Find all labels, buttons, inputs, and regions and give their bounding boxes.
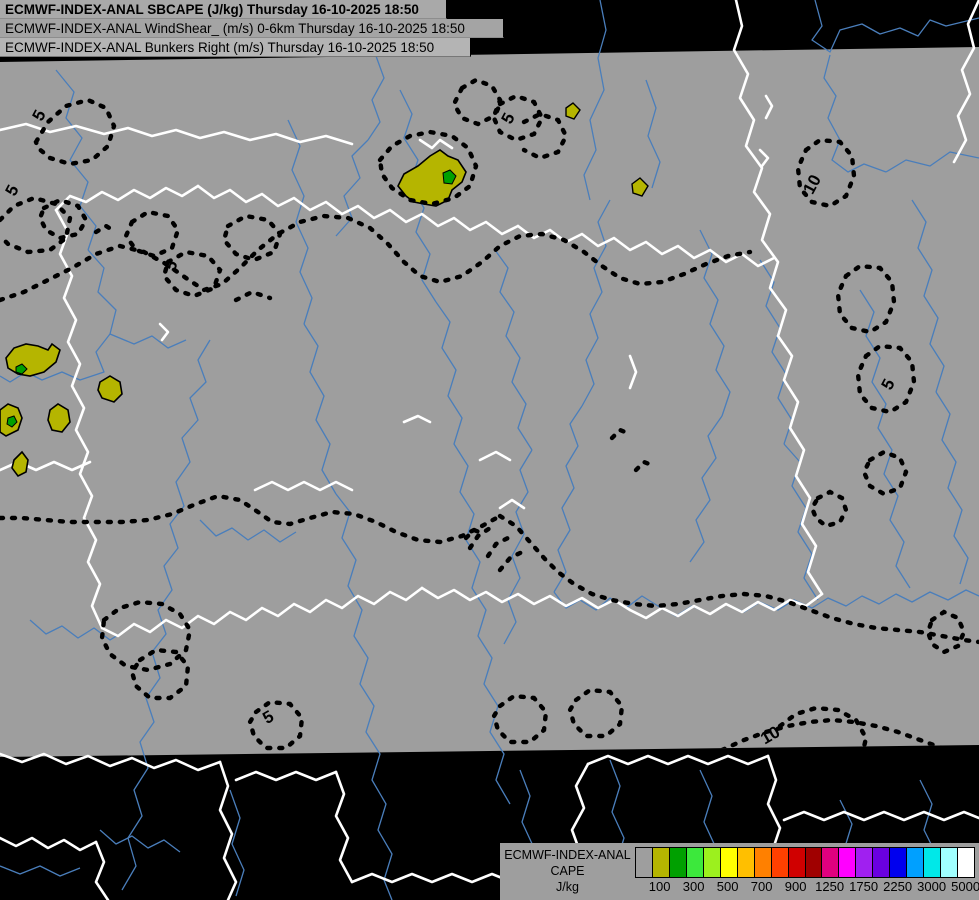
legend-swatch-14[interactable] [873, 848, 891, 877]
cape-patch-west-small-c [97, 375, 123, 403]
legend-swatch-6[interactable] [737, 848, 755, 877]
legend-tick-labels: 100 300 500 700 900 1250 1750 2250 3000 5000 [635, 878, 979, 896]
legend-scale: 100 300 500 700 900 1250 1750 2250 3000 5000 [635, 843, 979, 896]
legend-swatch-8[interactable] [771, 848, 789, 877]
cape-patch-isolated-east [631, 177, 649, 197]
legend-tick: 300 [682, 879, 705, 894]
legend-tick: 2250 [883, 879, 913, 894]
data-area-parallelogram [0, 47, 979, 757]
legend-tick: 700 [750, 879, 773, 894]
legend-swatch-4[interactable] [703, 848, 721, 877]
legend-swatch-10[interactable] [805, 848, 823, 877]
header-line-bunkers-right: ECMWF-INDEX-ANAL Bunkers Right (m/s) Thu… [0, 38, 471, 57]
header-line-windshear: ECMWF-INDEX-ANAL WindShear_ (m/s) 0-6km … [0, 19, 504, 38]
legend-color-swatches[interactable] [635, 847, 975, 878]
legend-tick: 5000 [951, 879, 979, 894]
legend-tick: 100 [648, 879, 671, 894]
cape-patch-north-hungary [397, 149, 467, 207]
legend-swatch-0[interactable] [636, 848, 653, 877]
cape-patch-west-small-d [11, 450, 29, 478]
legend-swatch-2[interactable] [669, 848, 687, 877]
legend-swatch-13[interactable] [856, 848, 874, 877]
legend-swatch-7[interactable] [754, 848, 772, 877]
cape-patch-west-small-a [0, 403, 23, 437]
legend-title: ECMWF-INDEX-ANAL [504, 848, 631, 862]
legend-tick: 3000 [917, 879, 947, 894]
legend-swatch-16[interactable] [907, 848, 925, 877]
legend-swatch-12[interactable] [839, 848, 857, 877]
legend-tick: 900 [784, 879, 807, 894]
header-line-sbcape: ECMWF-INDEX-ANAL SBCAPE (J/kg) Thursday … [0, 0, 447, 19]
dotted-contour-layer [0, 77, 979, 757]
legend-swatch-15[interactable] [890, 848, 908, 877]
legend-caption: ECMWF-INDEX-ANAL CAPE J/kg [500, 843, 635, 895]
cape-patch-isolated-north-a [565, 102, 581, 120]
cape-colorbar-legend: ECMWF-INDEX-ANAL CAPE J/kg 100 300 500 700 9… [500, 843, 979, 900]
cape-contour-fill-layer [0, 102, 649, 478]
legend-swatch-3[interactable] [686, 848, 704, 877]
legend-swatch-19[interactable] [958, 848, 975, 877]
legend-swatch-1[interactable] [652, 848, 670, 877]
legend-units: J/kg [556, 880, 579, 894]
legend-swatch-17[interactable] [924, 848, 942, 877]
legend-parameter: CAPE [550, 864, 585, 878]
legend-tick: 500 [716, 879, 739, 894]
legend-tick: 1750 [849, 879, 879, 894]
cape-patch-west-small-b [47, 403, 71, 433]
legend-swatch-11[interactable] [822, 848, 840, 877]
cape-patch-west-large [5, 342, 61, 377]
legend-swatch-5[interactable] [720, 848, 738, 877]
legend-swatch-18[interactable] [941, 848, 959, 877]
map-header-banner: ECMWF-INDEX-ANAL SBCAPE (J/kg) Thursday … [0, 0, 504, 57]
legend-swatch-9[interactable] [788, 848, 806, 877]
legend-tick: 1250 [815, 879, 845, 894]
